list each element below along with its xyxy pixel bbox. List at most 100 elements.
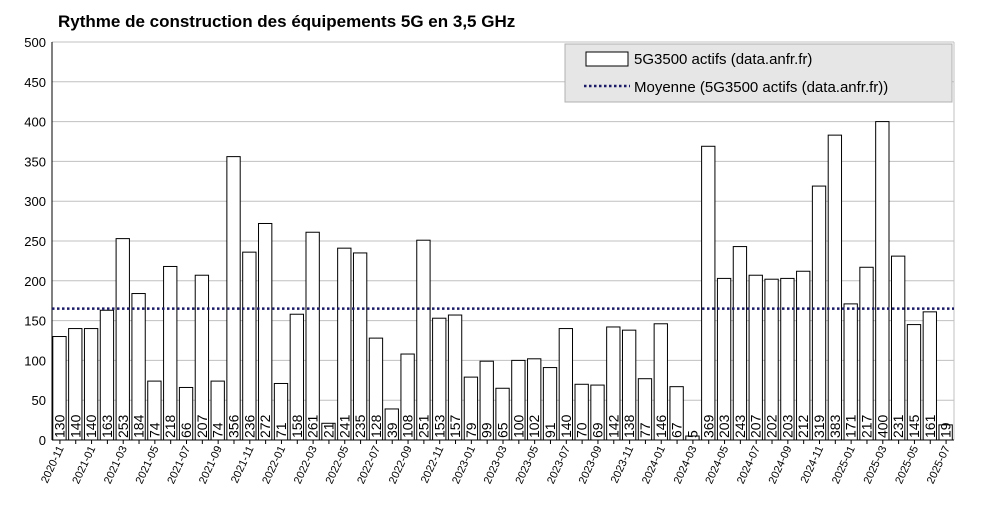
y-tick-label: 250 [24, 234, 46, 249]
data-label: 66 [178, 422, 194, 438]
data-label: 142 [605, 414, 621, 438]
x-tick-label: 2024-07 [735, 444, 763, 486]
bar [701, 145, 716, 441]
x-tick-label: 2023-03 [482, 444, 510, 486]
data-label: 140 [558, 414, 574, 438]
y-tick-label: 300 [24, 194, 46, 209]
data-label: 138 [621, 414, 637, 438]
x-tick-label: 2022-11 [419, 444, 447, 485]
x-tick-label: 2023-11 [609, 444, 637, 485]
data-label: 400 [874, 414, 890, 438]
data-label: 217 [859, 414, 875, 438]
x-tick-label: 2023-07 [545, 444, 573, 486]
data-label: 231 [890, 414, 906, 438]
bar [352, 252, 368, 441]
x-tick-label: 2024-01 [640, 444, 668, 486]
legend-box [564, 43, 953, 103]
x-tick-label: 2021-01 [70, 444, 98, 486]
bar [416, 239, 431, 441]
data-label: 19 [938, 422, 954, 438]
x-tick-label: 2021-09 [197, 444, 225, 486]
bar [115, 238, 130, 441]
x-tick-label: 2022-07 [355, 444, 383, 486]
bar [811, 185, 827, 441]
x-tick-label: 2023-05 [513, 444, 541, 486]
data-label: 108 [400, 414, 416, 438]
data-label: 39 [384, 422, 400, 438]
data-label: 71 [273, 422, 289, 438]
x-tick-label: 2022-03 [292, 444, 320, 486]
data-label: 77 [637, 422, 653, 438]
y-tick-label: 350 [24, 154, 46, 169]
x-tick-label: 2025-07 [925, 444, 953, 486]
x-tick-label: 2024-11 [799, 444, 827, 485]
x-tick-label: 2021-03 [102, 444, 130, 486]
data-label: 146 [653, 414, 669, 438]
data-label: 207 [748, 414, 764, 438]
data-label: 212 [795, 414, 811, 438]
legend-average-label: Moyenne (5G3500 actifs (data.anfr.fr)) [634, 79, 888, 96]
y-tick-label: 0 [39, 433, 46, 448]
data-label: 74 [146, 422, 162, 438]
y-tick-label: 50 [32, 393, 46, 408]
x-tick-label: 2023-01 [450, 444, 478, 486]
x-tick-label: 2020-11 [39, 444, 67, 485]
data-label: 140 [67, 414, 83, 438]
data-label: 251 [415, 414, 431, 438]
x-tick-label: 2024-05 [703, 444, 731, 486]
bar [827, 134, 843, 441]
bar [242, 251, 257, 441]
data-label: 171 [843, 414, 859, 438]
data-label: 241 [336, 414, 352, 438]
bar-series [52, 121, 953, 441]
bar [875, 121, 890, 441]
bar [732, 246, 748, 441]
data-label: 236 [241, 414, 257, 438]
data-label: 243 [732, 414, 748, 438]
data-label: 140 [83, 414, 99, 438]
data-labels: 130 140 140 163 253 184 74 218 66 207 74 356 236 272 7… [51, 414, 953, 438]
bar [258, 222, 273, 441]
data-label: 158 [289, 414, 305, 438]
chart-title: Rythme de construction des équipements 5… [58, 12, 515, 31]
data-label: 145 [906, 414, 922, 438]
data-label: 69 [589, 422, 605, 438]
y-tick-label: 500 [24, 35, 46, 50]
data-label: 74 [210, 422, 226, 438]
data-label: 67 [669, 422, 685, 438]
x-axis: 2020-11 2021-01 2021-03 2021-05 2021-07 2021-… [39, 440, 953, 486]
legend-bar-swatch [585, 51, 629, 67]
y-tick-label: 200 [24, 274, 46, 289]
x-tick-label: 2024-03 [672, 444, 700, 486]
data-label: 65 [495, 422, 511, 438]
data-label: 356 [226, 414, 242, 438]
data-label: 130 [51, 414, 67, 438]
data-label: 383 [827, 414, 843, 438]
data-label: 128 [368, 414, 384, 438]
data-label: 99 [479, 422, 495, 438]
bar [305, 231, 320, 441]
data-label: 70 [574, 422, 590, 438]
data-label: 235 [352, 414, 368, 438]
data-label: 100 [510, 414, 526, 438]
bar [859, 266, 874, 441]
legend: 5G3500 actifs (data.anfr.fr) Moyenne (5G… [564, 43, 953, 103]
bar [337, 247, 352, 441]
y-tick-label: 400 [24, 115, 46, 130]
data-label: 202 [764, 414, 780, 438]
x-tick-label: 2023-09 [577, 444, 605, 486]
data-label: 102 [526, 414, 542, 438]
data-label: 184 [131, 414, 147, 438]
y-tick-label: 100 [24, 353, 46, 368]
legend-series-label: 5G3500 actifs (data.anfr.fr) [634, 51, 812, 68]
data-label: 157 [447, 414, 463, 438]
data-label: 203 [716, 414, 732, 438]
data-label: 5 [684, 430, 700, 438]
data-label: 203 [779, 414, 795, 438]
data-label: 21 [320, 422, 336, 438]
x-tick-label: 2022-01 [260, 444, 288, 486]
x-tick-label: 2025-05 [893, 444, 921, 486]
data-label: 319 [811, 414, 827, 438]
x-tick-label: 2021-07 [165, 444, 193, 486]
